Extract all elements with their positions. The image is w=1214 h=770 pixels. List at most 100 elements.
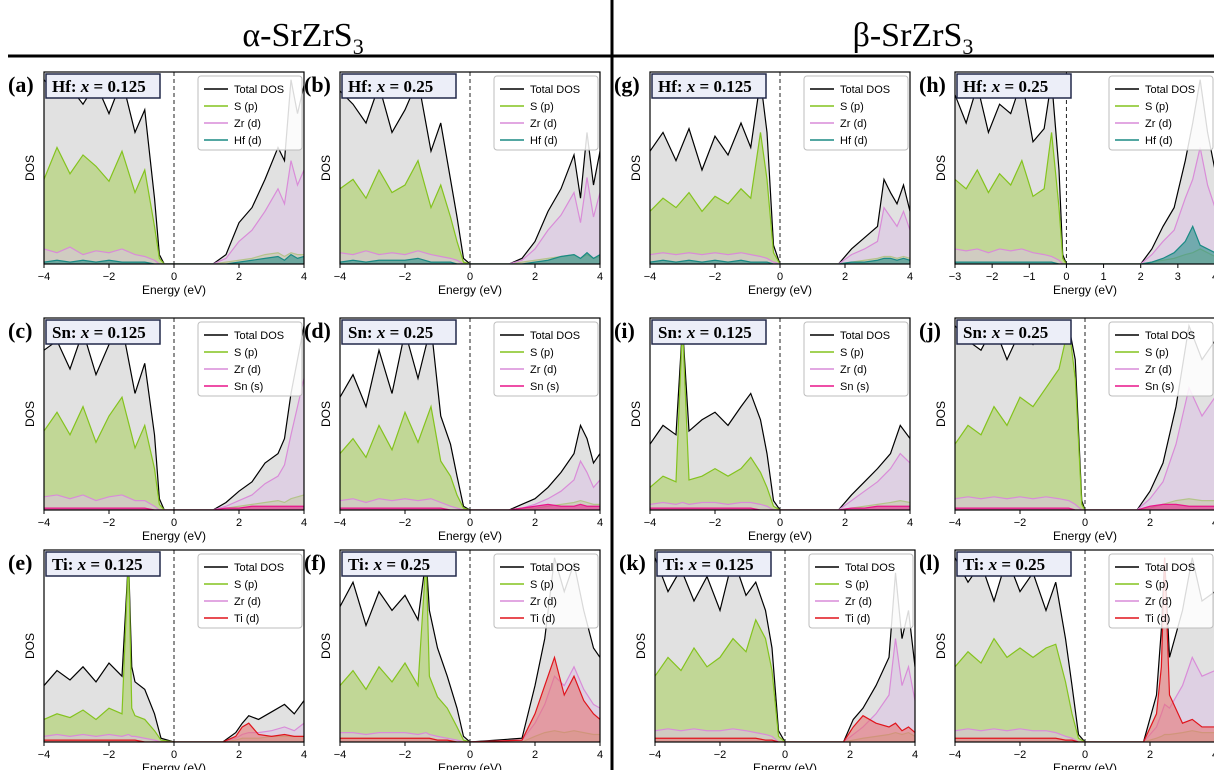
legend-entry: S (p) [234, 347, 258, 359]
total-dos-area [650, 325, 910, 510]
legend: Total DOS S (p) Zr (d) Ti (d) [808, 553, 914, 629]
zr-d-area [340, 461, 600, 510]
y-axis-label: DOS [634, 633, 648, 659]
panel-k: −4 −2 0 2 4 Energy (eV) DOS (k) Ti: x = 0.125 Tot… [619, 549, 918, 770]
legend-entry: Hf (d) [530, 135, 558, 147]
y-axis-label: DOS [23, 633, 37, 659]
alpha-header: α-SrZrS3 [242, 17, 363, 59]
legend-entry: Sn (s) [530, 381, 559, 393]
dopant-tag: Ti: x = 0.125 [52, 555, 143, 574]
x-axis-label: Energy (eV) [142, 761, 206, 770]
zr-d-line [655, 638, 915, 742]
x-tick-label: −4 [949, 517, 962, 529]
panel-label: (b) [304, 72, 331, 97]
panel-e: −4 −2 0 2 4 Energy (eV) DOS (e) Ti: x = 0.125 Tot… [8, 549, 307, 770]
x-axis-label: Energy (eV) [748, 283, 812, 297]
legend-entry: Total DOS [1145, 562, 1195, 574]
x-tick-label: −2 [103, 749, 116, 761]
beta-header: β-SrZrS3 [853, 17, 974, 59]
legend: Total DOS S (p) Zr (d) Ti (d) [1108, 553, 1214, 629]
figure-headers: α-SrZrS3 β-SrZrS3 [8, 0, 1214, 770]
total-dos-line [44, 557, 304, 742]
dopant-tag: Hf: x = 0.125 [658, 77, 752, 96]
panel-b: −4 −2 0 2 4 Energy (eV) DOS (b) Hf: x = 0.25 Tota… [304, 71, 603, 297]
x-tick-label: 3 [1175, 271, 1181, 283]
legend-entry: S (p) [530, 347, 554, 359]
legend-entry: S (p) [840, 101, 864, 113]
x-tick-label: −4 [644, 517, 657, 529]
dopant-tag-box [656, 551, 772, 577]
plot-area [44, 77, 304, 264]
panel-h: −3 −2 −1 0 1 2 3 4 Energy (eV) DOS (h) Hf: x = 0.25… [919, 71, 1214, 297]
y-axis-label: DOS [629, 401, 643, 427]
dopant-tag: Ti: x = 0.25 [348, 555, 430, 574]
x-tick-label: −2 [399, 749, 412, 761]
y-axis-label: DOS [629, 155, 643, 181]
legend-entry: Total DOS [840, 330, 890, 342]
legend: Total DOS S (p) Zr (d) Hf (d) [493, 75, 599, 151]
legend: Total DOS S (p) Zr (d) Sn (s) [493, 321, 599, 397]
legend-entry: Zr (d) [840, 118, 867, 130]
y-axis-label: DOS [319, 633, 333, 659]
dopant-tag-box [45, 319, 161, 345]
dopant-tag-box [341, 551, 457, 577]
legend-entry: Sn (s) [1145, 381, 1174, 393]
ti-dopant-line [955, 557, 1214, 742]
x-tick-label: −2 [1014, 749, 1027, 761]
sn-dopant-line [650, 505, 910, 510]
dopant-tag: Hf: x = 0.125 [52, 77, 146, 96]
panel-a: −4 −2 0 2 4 Energy (eV) DOS (a) Hf: x = 0.125 Tot… [8, 71, 307, 297]
s-p-area [650, 325, 910, 510]
x-tick-label: −1 [1023, 271, 1036, 283]
s-p-area [44, 557, 304, 742]
zr-d-line [44, 160, 304, 264]
legend-entry: Zr (d) [530, 118, 557, 130]
legend-entry: Hf (d) [840, 135, 868, 147]
x-tick-label: 2 [236, 271, 242, 283]
legend-entry: Total DOS [840, 84, 890, 96]
x-tick-label: 0 [1082, 749, 1088, 761]
x-tick-label: −2 [986, 271, 999, 283]
x-tick-label: 0 [782, 749, 788, 761]
legend-entry: Ti (d) [530, 613, 555, 625]
legend-entry: S (p) [234, 579, 258, 591]
sn-dopant-line [340, 503, 600, 510]
panel-label: (k) [619, 550, 646, 575]
legend: Total DOS S (p) Zr (d) Hf (d) [803, 75, 909, 151]
ti-dopant-line [655, 714, 915, 742]
s-p-area [340, 557, 600, 742]
dopant-tag-box [956, 319, 1072, 345]
legend-entry: S (p) [530, 579, 554, 591]
total-dos-line [340, 325, 600, 510]
x-tick-label: 4 [597, 517, 603, 529]
panel-l: −4 −2 0 2 4 Energy (eV) DOS (l) Ti: x = 0.25 Tota… [919, 549, 1214, 770]
s-p-area [955, 638, 1214, 742]
x-tick-label: 1 [1101, 271, 1107, 283]
hf-dopant-line [650, 257, 910, 264]
s-p-area [650, 132, 910, 264]
panel-j: −4 −2 0 2 4 Energy (eV) DOS (j) Sn: x = 0.25 Tota… [919, 317, 1214, 543]
plot-area [955, 79, 1214, 264]
legend: Total DOS S (p) Zr (d) Sn (s) [197, 321, 303, 397]
legend-entry: Hf (d) [234, 135, 262, 147]
dopant-tag-box [341, 73, 457, 99]
x-tick-label: 0 [467, 749, 473, 761]
x-tick-label: −4 [649, 749, 662, 761]
legend-entry: Total DOS [845, 562, 895, 574]
panel-c: −4 −2 0 2 4 Energy (eV) DOS (c) Sn: x = 0.125 Tot… [8, 317, 307, 543]
x-tick-label: −2 [399, 517, 412, 529]
x-tick-label: −4 [38, 517, 51, 529]
legend-entry: Total DOS [1145, 330, 1195, 342]
panel-label: (g) [614, 72, 640, 97]
zr-d-area [44, 160, 304, 264]
panel-g: −4 −2 0 2 4 Energy (eV) DOS (g) Hf: x = 0.125 Tot… [614, 71, 913, 297]
zr-d-line [340, 459, 600, 510]
x-tick-label: 2 [842, 271, 848, 283]
legend-entry: Zr (d) [1145, 364, 1172, 376]
total-dos-line [650, 325, 910, 510]
dopant-tag: Sn: x = 0.25 [963, 323, 1048, 342]
plot-area [340, 77, 600, 264]
x-tick-label: 2 [236, 749, 242, 761]
y-axis-label: DOS [319, 155, 333, 181]
x-tick-label: −2 [103, 517, 116, 529]
